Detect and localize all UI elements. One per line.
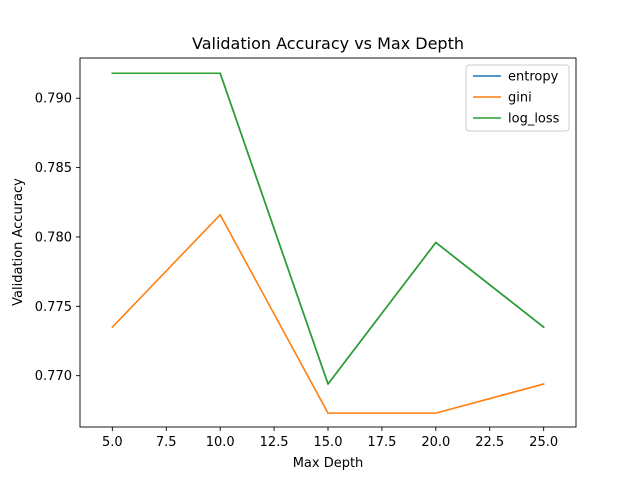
y-tick-label: 0.790	[35, 92, 72, 107]
y-axis: 0.770 0.775 0.780 0.785 0.790	[35, 92, 80, 384]
legend-label-log-loss: log_loss	[508, 112, 560, 127]
legend-box	[465, 64, 570, 132]
y-axis-label: Validation Accuracy	[11, 178, 26, 306]
x-tick-label: 17.5	[367, 435, 396, 450]
y-tick-label: 0.770	[35, 369, 72, 384]
x-tick-label: 10.0	[206, 435, 235, 450]
y-tick-label: 0.780	[35, 230, 72, 245]
x-tick-label: 5.0	[102, 435, 123, 450]
x-tick-label: 7.5	[156, 435, 177, 450]
x-axis-label: Max Depth	[293, 456, 364, 471]
legend: entropy gini log_loss	[465, 64, 570, 132]
x-axis: 5.0 7.5 10.0 12.5 15.0 17.5 20.0 22.5 25.0	[102, 427, 558, 450]
x-tick-label: 22.5	[475, 435, 504, 450]
legend-label-gini: gini	[508, 91, 532, 106]
x-tick-label: 20.0	[421, 435, 450, 450]
x-tick-label: 12.5	[260, 435, 289, 450]
chart-title: Validation Accuracy vs Max Depth	[192, 34, 464, 53]
x-tick-label: 15.0	[314, 435, 343, 450]
legend-label-entropy: entropy	[508, 70, 559, 85]
series-line-log-loss	[111, 72, 545, 385]
series-line-gini	[111, 213, 545, 414]
y-tick-label: 0.775	[35, 300, 72, 315]
x-tick-label: 25.0	[529, 435, 558, 450]
y-tick-label: 0.785	[35, 161, 72, 176]
